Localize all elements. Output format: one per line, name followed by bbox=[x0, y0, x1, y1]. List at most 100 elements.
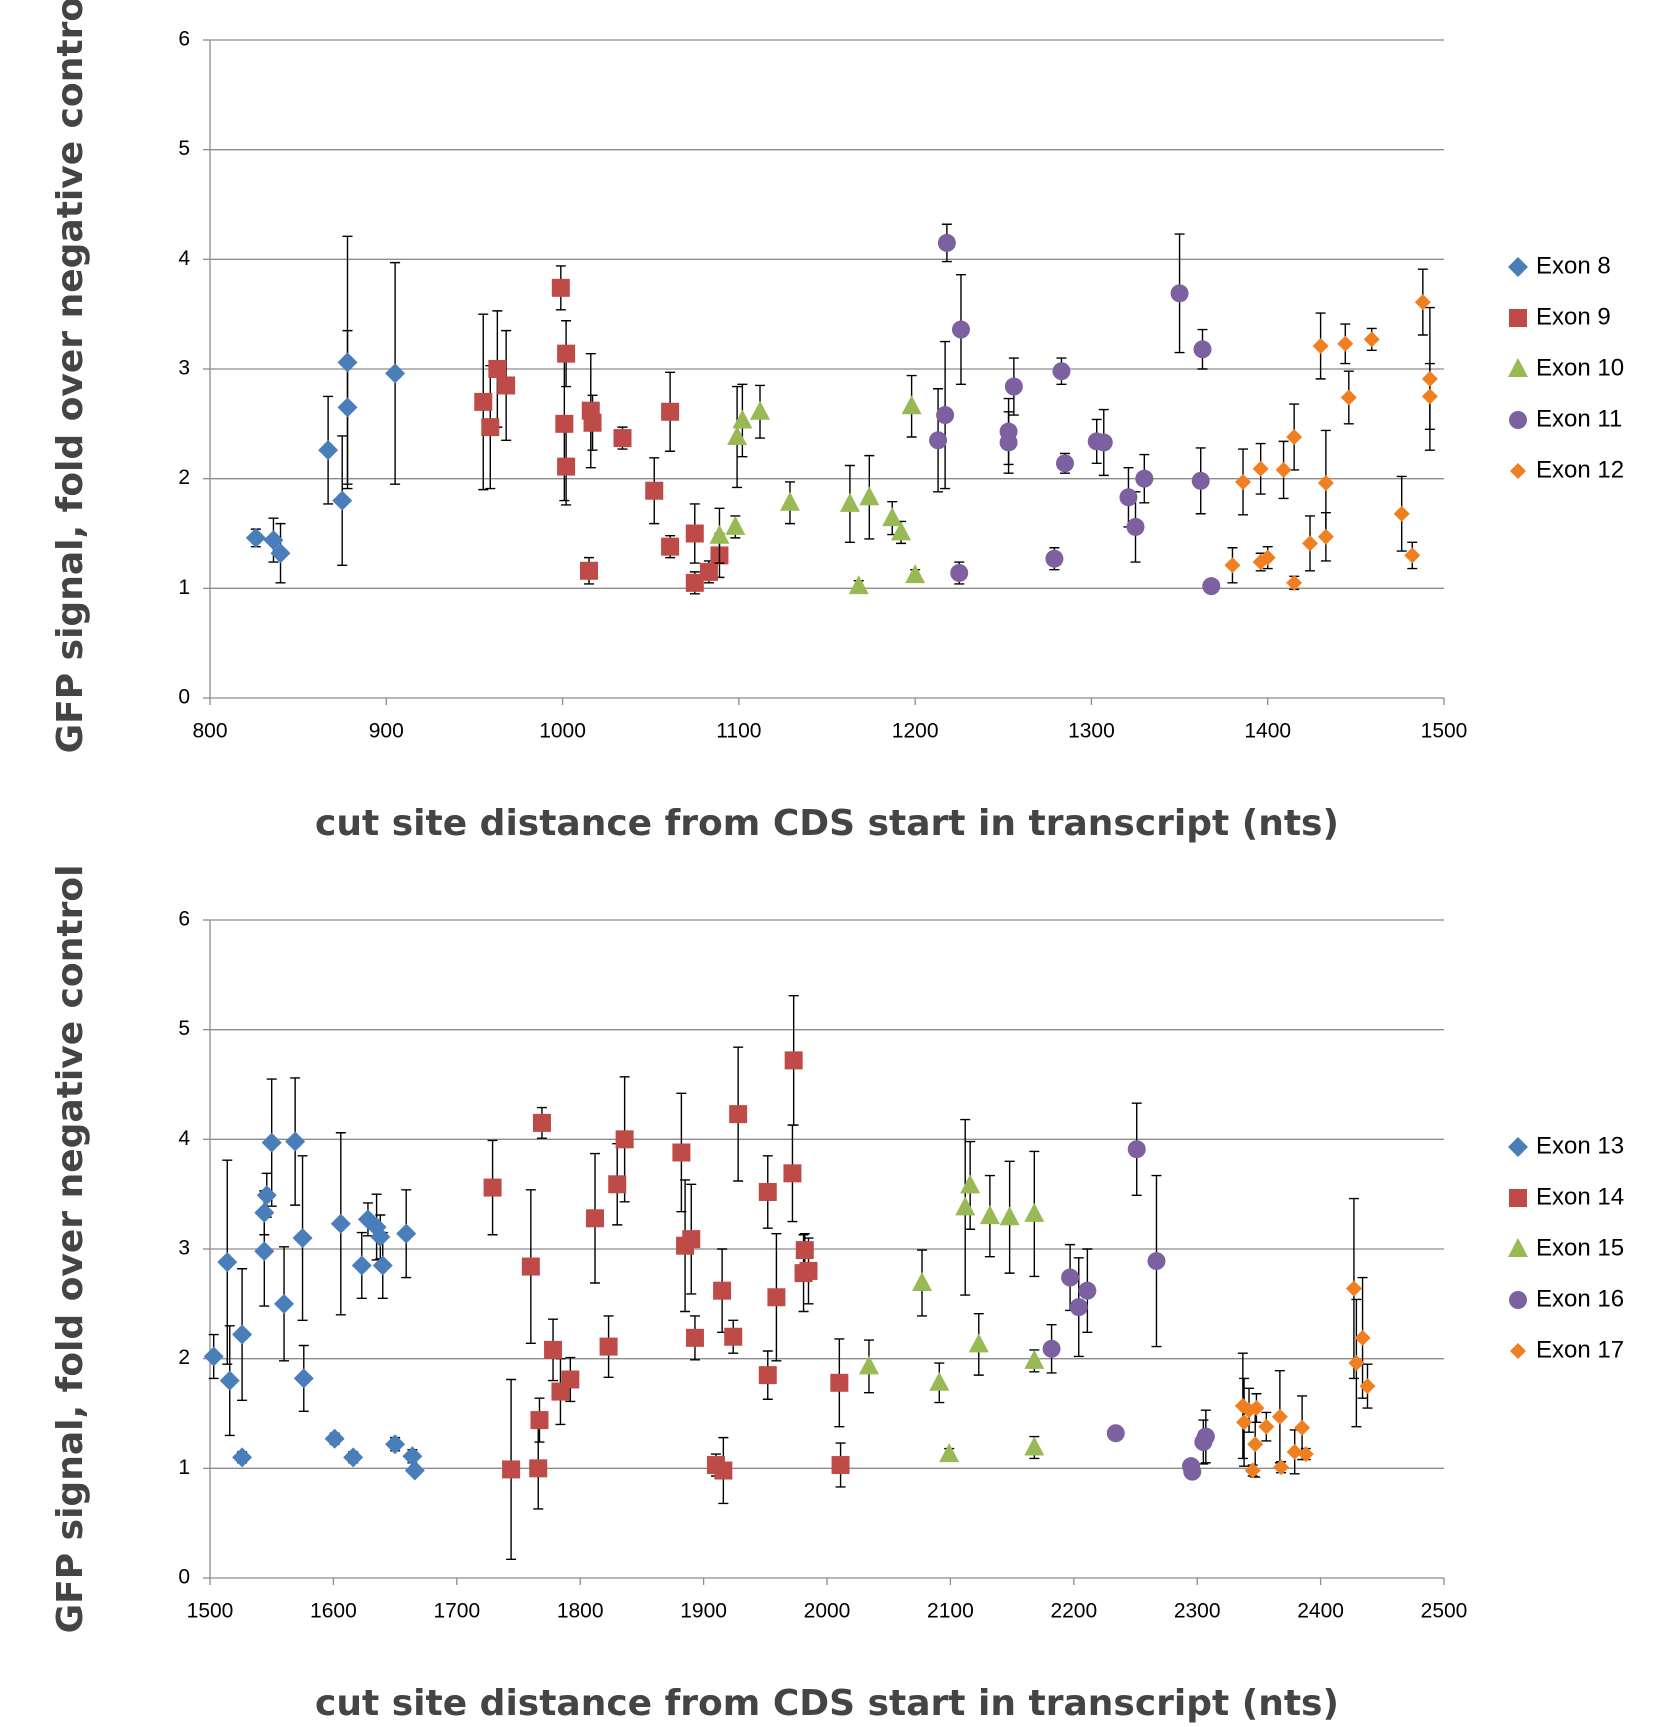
x-tick-label: 1500 bbox=[187, 1600, 234, 1623]
point bbox=[256, 1185, 277, 1206]
point bbox=[1244, 1462, 1261, 1479]
point bbox=[779, 491, 800, 511]
point bbox=[529, 1459, 548, 1478]
point bbox=[831, 1456, 850, 1475]
point bbox=[203, 1346, 224, 1367]
point bbox=[1414, 294, 1431, 311]
y-tick-label: 0 bbox=[178, 1566, 190, 1589]
point bbox=[968, 1333, 989, 1353]
point bbox=[521, 1257, 540, 1276]
point bbox=[483, 1178, 502, 1197]
x-tick-label: 1900 bbox=[680, 1600, 727, 1623]
point bbox=[848, 575, 869, 595]
point bbox=[727, 425, 748, 445]
legend-label: Exon 12 bbox=[1536, 456, 1624, 483]
legend-label: Exon 15 bbox=[1536, 1234, 1624, 1261]
point bbox=[232, 1324, 253, 1345]
point bbox=[929, 1371, 950, 1391]
point bbox=[530, 1411, 549, 1430]
point bbox=[858, 1355, 879, 1375]
y-axis-title: GFP signal, fold over negative control bbox=[50, 865, 91, 1634]
x-tick-label: 1400 bbox=[1244, 720, 1291, 743]
point bbox=[839, 492, 860, 512]
point bbox=[615, 1130, 634, 1149]
point bbox=[661, 402, 680, 421]
y-tick-label: 4 bbox=[178, 1127, 190, 1150]
point bbox=[332, 490, 353, 511]
point bbox=[1252, 460, 1269, 477]
point bbox=[795, 1241, 814, 1260]
x-tick-label: 1500 bbox=[1421, 720, 1468, 743]
point bbox=[474, 392, 493, 411]
point bbox=[1317, 528, 1334, 545]
point bbox=[1147, 1252, 1166, 1271]
point bbox=[724, 1327, 743, 1346]
point bbox=[254, 1241, 275, 1262]
point bbox=[1127, 1140, 1146, 1159]
y-tick-label: 3 bbox=[178, 357, 190, 380]
legend-marker bbox=[1509, 1189, 1527, 1207]
point bbox=[1404, 547, 1421, 564]
legend-marker bbox=[1508, 1238, 1528, 1257]
point bbox=[1317, 475, 1334, 492]
point bbox=[318, 440, 339, 461]
point bbox=[1359, 1378, 1376, 1395]
point bbox=[217, 1252, 238, 1273]
x-tick-label: 2300 bbox=[1174, 1600, 1221, 1623]
point bbox=[685, 524, 704, 543]
point bbox=[557, 344, 576, 363]
point bbox=[1170, 284, 1189, 303]
point bbox=[261, 1132, 282, 1153]
point bbox=[1055, 454, 1074, 473]
legend-label: Exon 8 bbox=[1536, 252, 1611, 279]
x-tick-label: 800 bbox=[192, 720, 227, 743]
point bbox=[580, 561, 599, 580]
point bbox=[330, 1213, 351, 1234]
point bbox=[799, 1261, 818, 1280]
legend-label: Exon 10 bbox=[1536, 354, 1624, 381]
point bbox=[1052, 362, 1071, 381]
point bbox=[293, 1368, 314, 1389]
point bbox=[1196, 1427, 1215, 1446]
point bbox=[219, 1370, 240, 1391]
point bbox=[532, 1113, 551, 1132]
point bbox=[725, 515, 746, 535]
y-tick-label: 2 bbox=[178, 1346, 190, 1369]
point bbox=[1004, 377, 1023, 396]
point bbox=[245, 527, 266, 548]
legend-marker bbox=[1508, 257, 1528, 277]
point bbox=[999, 1206, 1020, 1226]
point bbox=[1271, 1408, 1288, 1425]
y-tick-label: 3 bbox=[178, 1237, 190, 1260]
point bbox=[1106, 1424, 1125, 1443]
point bbox=[1126, 517, 1145, 536]
point bbox=[324, 1428, 345, 1449]
point bbox=[337, 352, 358, 373]
point bbox=[372, 1255, 393, 1276]
y-tick-label: 6 bbox=[178, 908, 190, 931]
point bbox=[1202, 577, 1221, 596]
point bbox=[1224, 557, 1241, 574]
point bbox=[758, 1366, 777, 1385]
point bbox=[1235, 473, 1252, 490]
point bbox=[979, 1205, 1000, 1225]
legend-label: Exon 9 bbox=[1536, 303, 1611, 330]
point bbox=[544, 1340, 563, 1359]
point bbox=[274, 1293, 295, 1314]
point bbox=[1024, 1436, 1045, 1456]
point bbox=[709, 524, 730, 544]
point bbox=[1421, 388, 1438, 405]
point bbox=[955, 1196, 976, 1216]
x-tick-label: 2000 bbox=[804, 1600, 851, 1623]
legend-marker bbox=[1509, 309, 1527, 327]
x-tick-label: 2100 bbox=[927, 1600, 974, 1623]
point bbox=[402, 1446, 423, 1467]
legend-label: Exon 11 bbox=[1536, 405, 1622, 432]
point bbox=[343, 1447, 364, 1468]
point bbox=[929, 431, 948, 450]
y-tick-label: 4 bbox=[178, 247, 190, 270]
point bbox=[951, 320, 970, 339]
point bbox=[784, 1051, 803, 1070]
point bbox=[999, 433, 1018, 452]
